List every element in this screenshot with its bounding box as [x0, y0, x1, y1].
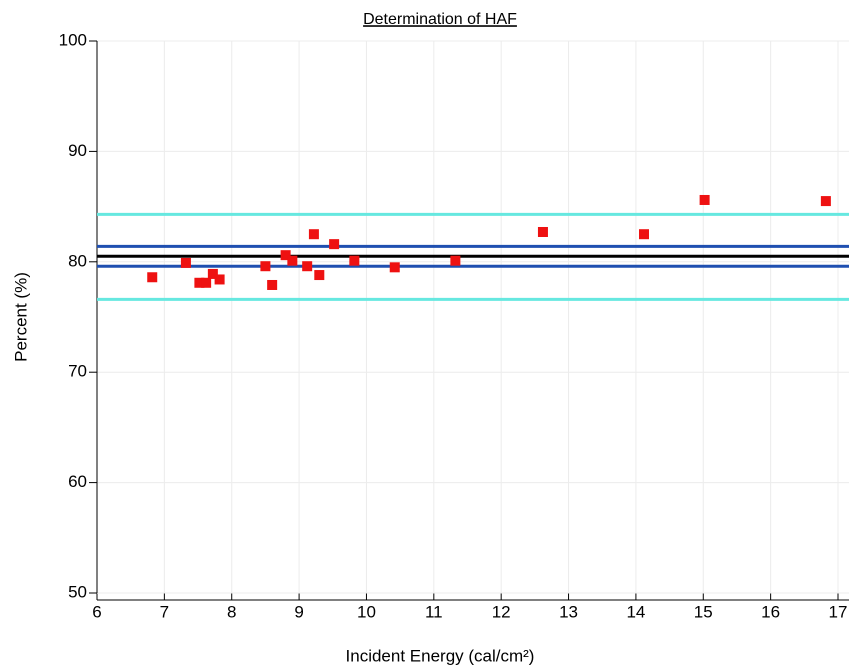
x-tick-label: 11	[425, 602, 443, 621]
point	[314, 270, 325, 281]
x-tick-label: 9	[294, 602, 303, 621]
point	[820, 196, 831, 207]
y-axis-label: Percent (%)	[11, 272, 30, 362]
point	[287, 255, 298, 266]
point	[638, 229, 649, 240]
point	[207, 268, 218, 279]
point	[280, 250, 291, 261]
point	[267, 279, 278, 290]
x-tick-label: 12	[492, 602, 511, 621]
point	[194, 277, 205, 288]
point	[537, 226, 548, 237]
x-axis-label: Incident Energy (cal/cm²)	[346, 646, 535, 665]
point	[180, 257, 191, 268]
point	[450, 255, 461, 266]
y-tick-label: 50	[68, 582, 87, 601]
point	[329, 239, 340, 250]
y-tick-label: 100	[59, 30, 87, 49]
y-tick-label: 60	[68, 472, 87, 491]
point	[699, 194, 710, 205]
point	[201, 277, 212, 288]
x-tick-label: 7	[160, 602, 169, 621]
x-tick-label: 17	[829, 602, 848, 621]
point	[308, 229, 319, 240]
point	[147, 272, 158, 283]
point	[349, 255, 360, 266]
point	[214, 274, 225, 285]
x-tick-label: 6	[92, 602, 101, 621]
x-tick-label: 13	[559, 602, 578, 621]
y-tick-label: 70	[68, 362, 87, 381]
point	[260, 261, 271, 272]
x-tick-label: 10	[357, 602, 376, 621]
x-tick-label: 16	[761, 602, 780, 621]
x-tick-label: 8	[227, 602, 236, 621]
x-tick-label: 15	[694, 602, 713, 621]
x-tick-label: 14	[626, 602, 645, 621]
chart-title: Determination of HAF	[363, 11, 517, 28]
y-tick-label: 90	[68, 141, 87, 160]
point	[389, 262, 400, 273]
y-tick-label: 80	[68, 251, 87, 270]
point	[302, 261, 313, 272]
